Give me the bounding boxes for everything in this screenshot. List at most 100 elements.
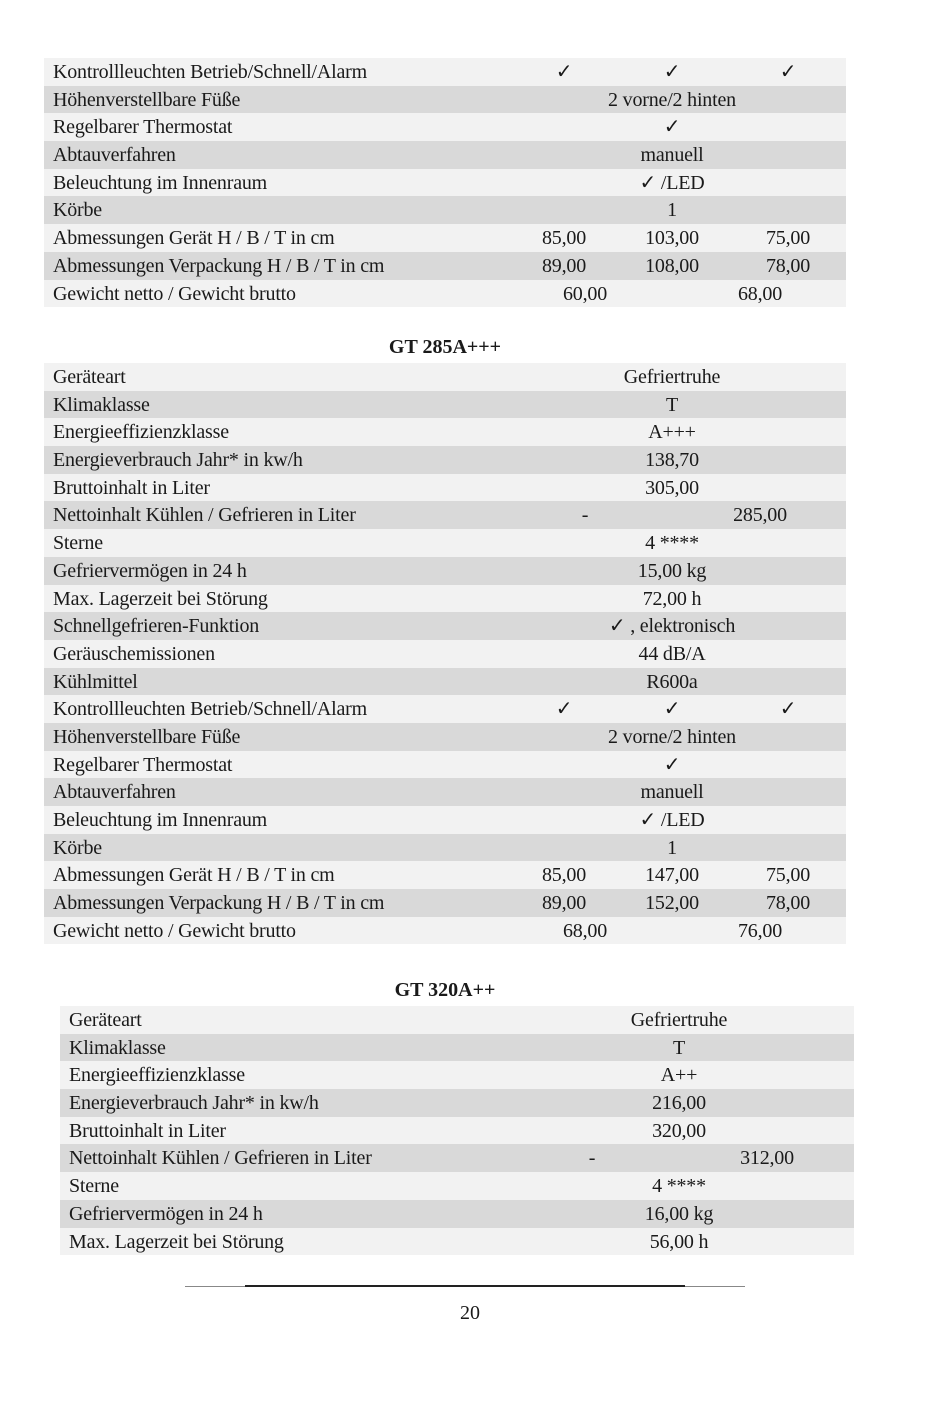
table-row: Abmessungen Verpackung H / B / T in cm 89… (44, 889, 846, 917)
table-row: Kühlmittel R600a (44, 667, 846, 696)
row-label: Sterne (53, 532, 103, 555)
table-row: Gefriervermögen in 24 h 15,00 kg (44, 556, 846, 585)
table-row: Körbe 1 (44, 196, 846, 225)
row-value: 78,00 (765, 254, 811, 277)
row-value: 78,00 (765, 892, 811, 915)
row-label: Max. Lagerzeit bei Störung (53, 587, 268, 610)
check-icon: ✓ (663, 61, 681, 83)
page-number: 20 (460, 1302, 480, 1324)
check-icon: ✓ (663, 698, 681, 721)
row-value: T (672, 1036, 686, 1059)
row-value: 68,00 (737, 282, 783, 305)
table-row: Beleuchtung im Innenraum ✓ /LED (44, 806, 846, 834)
table-row: Abmessungen Gerät H / B / T in cm 85,00 14… (44, 861, 846, 890)
table-row: Höhenverstellbare Füße 2 vorne/2 hinten (44, 85, 846, 114)
row-value: 103,00 (645, 227, 699, 250)
row-label: Abmessungen Gerät H / B / T in cm (53, 227, 335, 250)
row-value: ✓ /LED (639, 809, 705, 831)
row-value: 75,00 (765, 227, 811, 250)
row-value: 305,00 (645, 476, 699, 499)
row-label: Klimaklasse (53, 393, 150, 416)
spec-table: Geräteart Gefriertruhe Klimaklasse T Energie… (60, 1006, 854, 1256)
row-value: 76,00 (737, 919, 783, 942)
row-value: A++ (660, 1064, 698, 1087)
row-value: T (665, 393, 679, 416)
table-row: Klimaklasse T (44, 390, 846, 419)
row-value: 89,00 (541, 892, 587, 915)
row-label: Gewicht netto / Gewicht brutto (53, 919, 296, 942)
row-label: Abmessungen Gerät H / B / T in cm (53, 864, 335, 887)
row-value: 89,00 (541, 254, 587, 277)
table-row: Körbe 1 (44, 833, 846, 862)
row-value: manuell (640, 144, 704, 167)
table-row: Sterne 4 **** (60, 1172, 854, 1200)
row-value: 147,00 (645, 864, 699, 887)
row-label: Gewicht netto / Gewicht brutto (53, 282, 296, 305)
row-value: ✓ /LED (639, 171, 705, 194)
row-label: Nettoinhalt Kühlen / Gefrieren in Liter (69, 1147, 372, 1170)
row-value: - (588, 1147, 596, 1170)
row-value: 285,00 (733, 504, 787, 527)
row-label: Regelbarer Thermostat (53, 753, 233, 776)
row-label: Regelbarer Thermostat (53, 116, 233, 139)
table-row: Beleuchtung im Innenraum ✓ /LED (44, 168, 846, 197)
spec-table: Kontrollleuchten Betrieb/Schnell/Alarm ✓ ✓… (44, 58, 846, 308)
row-value: 56,00 h (649, 1230, 709, 1253)
row-label: Nettoinhalt Kühlen / Gefrieren in Liter (53, 504, 356, 527)
row-value: 1 (667, 836, 677, 859)
check-icon: ✓ (663, 753, 681, 776)
row-value: 216,00 (652, 1092, 706, 1115)
table-row: Energieeffizienzklasse A++ (60, 1061, 854, 1090)
table-row: Kontrollleuchten Betrieb/Schnell/Alarm ✓ ✓… (44, 695, 846, 723)
table-row: Geräteart Gefriertruhe (60, 1006, 854, 1034)
check-icon: ✓ (663, 116, 681, 139)
row-label: Geräuschemissionen (53, 642, 215, 665)
row-label: Max. Lagerzeit bei Störung (69, 1230, 284, 1253)
table-row: Gewicht netto / Gewicht brutto 68,00 76,00 (44, 916, 846, 945)
row-label: Sterne (69, 1175, 119, 1198)
table-row: Regelbarer Thermostat ✓ (44, 750, 846, 779)
table-row: Kontrollleuchten Betrieb/Schnell/Alarm ✓ ✓… (44, 58, 846, 86)
row-label: Energieverbrauch Jahr* in kw/h (53, 449, 303, 472)
row-label: Abmessungen Verpackung H / B / T in cm (53, 892, 385, 915)
footer-divider-accent (245, 1285, 685, 1287)
row-label: Schnellgefrieren-Funktion (53, 615, 260, 638)
row-value: R600a (646, 670, 698, 693)
table-row: Nettoinhalt Kühlen / Gefrieren in Liter -… (44, 501, 846, 530)
row-label: Beleuchtung im Innenraum (53, 171, 268, 194)
table-row: Abmessungen Verpackung H / B / T in cm 89… (44, 251, 846, 280)
row-value: Gefriertruhe (630, 1009, 728, 1031)
row-label: Geräteart (53, 366, 126, 388)
row-value: 1 (667, 199, 677, 222)
row-value: 85,00 (541, 864, 587, 887)
table-row: Klimaklasse T (60, 1033, 854, 1062)
table-row: Abmessungen Gerät H / B / T in cm 85,00 10… (44, 224, 846, 252)
table-row: Sterne 4 **** (44, 529, 846, 557)
check-icon: ✓ (555, 61, 573, 83)
row-value: 108,00 (645, 254, 699, 277)
row-value: 68,00 (562, 919, 608, 942)
table-row: Abtauverfahren manuell (44, 141, 846, 169)
row-value: 44 dB/A (638, 642, 706, 665)
row-value: 2 vorne/2 hinten (608, 725, 736, 748)
row-value: 16,00 kg (644, 1202, 714, 1225)
row-label: Abmessungen Verpackung H / B / T in cm (53, 254, 385, 277)
spec-table: Geräteart Gefriertruhe Klimaklasse T Energie… (44, 363, 846, 945)
row-value: - (581, 504, 589, 527)
row-label: Energieeffizienzklasse (69, 1064, 245, 1087)
section-title: GT 285A+++ (388, 336, 502, 358)
table-row: Geräteart Gefriertruhe (44, 363, 846, 391)
row-value: manuell (640, 781, 704, 804)
row-label: Klimaklasse (69, 1036, 166, 1059)
row-label: Bruttoinhalt in Liter (69, 1119, 226, 1142)
row-value: Gefriertruhe (623, 366, 721, 388)
row-value: 85,00 (541, 227, 587, 250)
table-row: Energieverbrauch Jahr* in kw/h 216,00 (60, 1089, 854, 1117)
row-label: Kontrollleuchten Betrieb/Schnell/Alarm (53, 61, 367, 83)
row-value: A+++ (648, 421, 696, 444)
row-value: 138,70 (645, 449, 699, 472)
row-label: Körbe (53, 836, 102, 859)
row-label: Gefriervermögen in 24 h (53, 559, 247, 582)
table-row: Energieeffizienzklasse A+++ (44, 418, 846, 447)
table-row: Abtauverfahren manuell (44, 778, 846, 806)
